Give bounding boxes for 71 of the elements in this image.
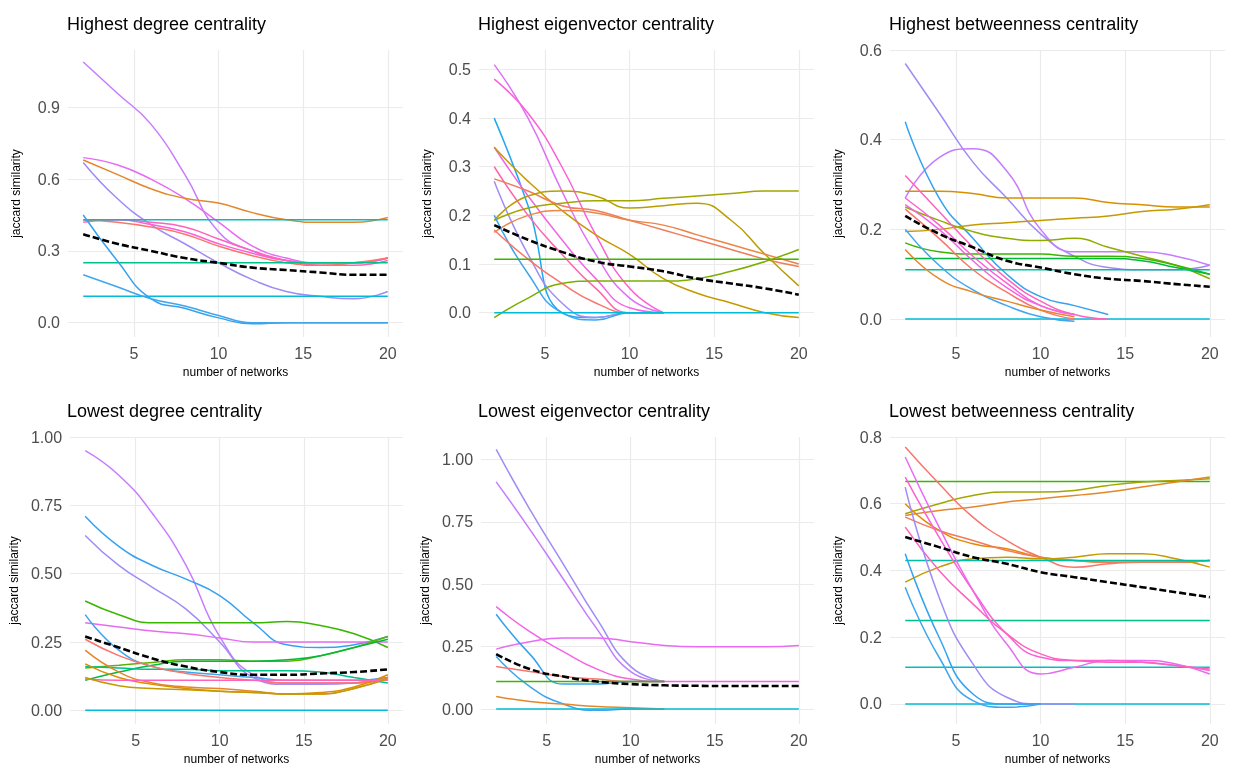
x-axis-title: number of networks (182, 364, 289, 379)
y-axis-title: jaccard similarity (9, 149, 23, 239)
y-tick-label: 0.5 (448, 60, 472, 78)
x-tick-label: 5 (542, 731, 552, 749)
x-tick-label: 5 (131, 731, 141, 749)
x-tick-label: 20 (1200, 731, 1219, 749)
chart-title: Highest eigenvector centrality (478, 14, 715, 34)
x-tick-label: 10 (621, 731, 640, 749)
y-tick-label: 0.2 (859, 220, 883, 238)
x-tick-label: 15 (294, 731, 313, 749)
y-tick-label: 0.50 (441, 575, 474, 593)
y-tick-label: 0.6 (859, 495, 883, 513)
y-tick-label: 0.75 (30, 496, 63, 514)
x-axis-title: number of networks (594, 751, 701, 766)
y-tick-label: 0.0 (859, 695, 883, 713)
x-tick-label: 10 (209, 344, 228, 362)
chart-title: Lowest degree centrality (67, 401, 263, 421)
y-tick-label: 0.25 (30, 633, 63, 651)
x-tick-label: 10 (620, 344, 639, 362)
x-tick-label: 5 (129, 344, 139, 362)
y-tick-label: 1.00 (441, 450, 474, 468)
y-tick-label: 0.25 (441, 638, 474, 656)
x-tick-label: 20 (378, 731, 397, 749)
x-tick-label: 10 (1031, 344, 1050, 362)
y-tick-label: 0.50 (30, 565, 63, 583)
x-tick-label: 20 (789, 344, 808, 362)
x-tick-label: 20 (789, 731, 808, 749)
y-axis-title: jaccard similarity (7, 536, 21, 626)
y-tick-label: 0.00 (441, 700, 474, 718)
y-tick-label: 0.2 (859, 628, 883, 646)
x-tick-label: 15 (1116, 731, 1135, 749)
y-tick-label: 0.0 (37, 314, 61, 332)
y-tick-label: 0.8 (859, 428, 883, 446)
x-tick-label: 15 (705, 731, 724, 749)
y-tick-label: 0.1 (448, 255, 472, 273)
x-tick-label: 15 (1116, 344, 1135, 362)
y-tick-label: 0.3 (37, 242, 61, 260)
x-tick-label: 20 (378, 344, 397, 362)
y-tick-label: 0.0 (448, 304, 472, 322)
x-tick-label: 15 (705, 344, 724, 362)
y-tick-label: 0.2 (448, 206, 472, 224)
y-axis-title: jaccard similarity (831, 536, 845, 626)
y-tick-label: 0.0 (859, 310, 883, 328)
x-tick-label: 10 (210, 731, 229, 749)
y-tick-label: 0.75 (441, 513, 474, 531)
y-axis-title: jaccard similarity (420, 149, 434, 239)
y-tick-label: 0.00 (30, 701, 63, 719)
chart-title: Lowest betweenness centrality (889, 401, 1135, 421)
x-tick-label: 5 (951, 344, 961, 362)
x-axis-title: number of networks (1004, 364, 1111, 379)
y-tick-label: 0.3 (448, 158, 472, 176)
y-axis-title: jaccard similarity (831, 149, 845, 239)
y-tick-label: 0.4 (859, 131, 883, 149)
y-tick-label: 0.9 (37, 98, 61, 116)
y-tick-label: 1.00 (30, 428, 63, 446)
x-axis-title: number of networks (1004, 751, 1111, 766)
chart-title: Highest degree centrality (67, 14, 267, 34)
y-tick-label: 0.6 (859, 41, 883, 59)
y-axis-title: jaccard similarity (418, 536, 432, 626)
y-tick-label: 0.6 (37, 170, 61, 188)
chart-title: Highest betweenness centrality (889, 14, 1139, 34)
x-tick-label: 15 (294, 344, 313, 362)
x-tick-label: 20 (1200, 344, 1219, 362)
x-axis-title: number of networks (593, 364, 700, 379)
y-tick-label: 0.4 (859, 561, 883, 579)
y-tick-label: 0.4 (448, 109, 472, 127)
x-tick-label: 5 (951, 731, 961, 749)
chart-title: Lowest eigenvector centrality (478, 401, 711, 421)
x-tick-label: 5 (540, 344, 550, 362)
x-tick-label: 10 (1031, 731, 1050, 749)
x-axis-title: number of networks (183, 751, 290, 766)
